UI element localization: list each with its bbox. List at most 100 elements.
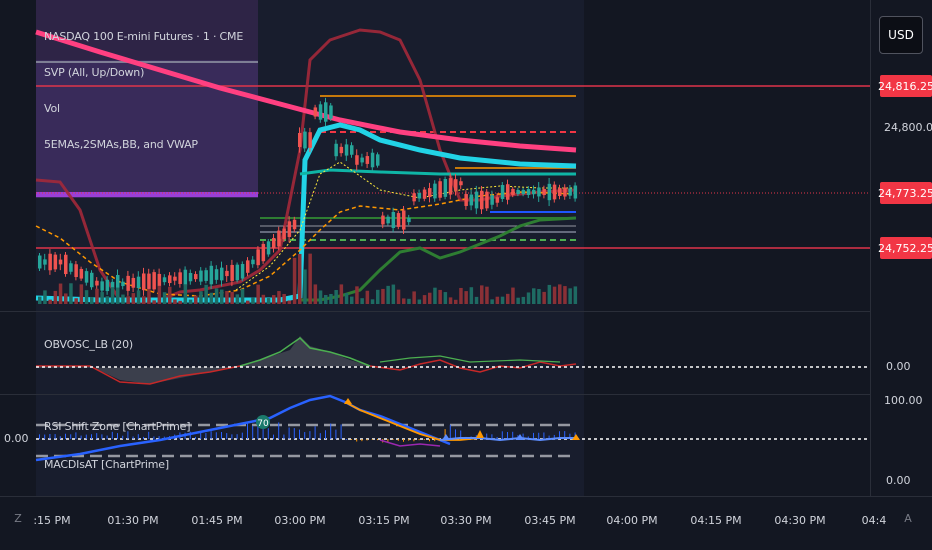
- volume-bar: [266, 298, 271, 304]
- candle-body: [370, 152, 375, 168]
- candle-body: [168, 275, 172, 284]
- candle-body: [396, 213, 401, 227]
- volume-bar: [121, 294, 125, 304]
- candle-body: [43, 259, 47, 265]
- price-tag-24752: 24,752.25: [878, 237, 932, 259]
- candle-body: [568, 188, 572, 196]
- volume-bar: [105, 296, 110, 304]
- price-tag-24773: 24,773.25: [878, 182, 932, 204]
- currency-button[interactable]: USD: [879, 16, 923, 54]
- candle-body: [53, 254, 58, 270]
- volume-bar: [251, 297, 255, 304]
- volume-bar: [84, 290, 89, 304]
- volume-bar: [381, 288, 385, 304]
- candle-body: [261, 243, 266, 262]
- time-axis[interactable]: [0, 496, 932, 550]
- volume-bar: [48, 299, 52, 304]
- zoom-button[interactable]: Z: [14, 512, 22, 525]
- candle-body: [69, 263, 73, 272]
- volume-bars: [38, 253, 578, 304]
- candle-body: [542, 188, 546, 196]
- candle-body: [532, 189, 536, 195]
- time-label: 03:15 PM: [358, 514, 410, 527]
- volume-bar: [162, 292, 167, 304]
- candle-body: [214, 269, 219, 280]
- volume-bar: [225, 291, 229, 304]
- volume-bar: [199, 291, 203, 304]
- candles: [38, 97, 578, 300]
- legend-vol[interactable]: Vol: [44, 102, 60, 115]
- candle-body: [100, 281, 104, 291]
- volume-bar: [136, 290, 141, 304]
- chart-canvas[interactable]: 70: [0, 0, 870, 496]
- volume-bar: [464, 291, 468, 304]
- candle-body: [355, 155, 359, 165]
- price-axis[interactable]: [870, 0, 932, 496]
- legend-emas[interactable]: 5EMAs,2SMAs,BB, and VWAP: [44, 138, 198, 151]
- volume-bar: [43, 290, 47, 304]
- candle-body: [199, 270, 203, 282]
- candle-body: [547, 183, 552, 201]
- candle-body: [272, 237, 276, 249]
- candle-body: [178, 272, 182, 284]
- candle-body: [339, 146, 344, 154]
- candle-body: [204, 270, 208, 281]
- rsi-badge-text: 70: [257, 419, 269, 429]
- candle-body: [521, 189, 526, 195]
- volume-bar: [428, 292, 432, 304]
- obv-zero-label: 0.00: [886, 360, 911, 373]
- volume-bar: [448, 297, 453, 304]
- candle-body: [298, 132, 302, 148]
- candle-body: [526, 189, 531, 195]
- volume-bar: [417, 299, 422, 304]
- volume-bar: [558, 284, 562, 304]
- volume-bar: [110, 287, 115, 304]
- candle-body: [121, 281, 125, 287]
- candle-body: [428, 188, 432, 198]
- volume-bar: [443, 292, 448, 304]
- candle-body: [402, 210, 406, 230]
- volume-bar: [261, 294, 266, 304]
- candle-body: [552, 184, 557, 200]
- legend-obv[interactable]: OBVOSC_LB (20): [44, 338, 133, 351]
- volume-bar: [214, 288, 219, 304]
- volume-bar: [542, 291, 546, 304]
- candle-body: [209, 265, 214, 285]
- volume-bar: [355, 286, 359, 304]
- legend-rsi[interactable]: RSI Shift Zone [ChartPrime]: [44, 420, 191, 433]
- volume-bar: [142, 296, 146, 304]
- volume-bar: [313, 284, 318, 304]
- volume-bar: [474, 296, 479, 304]
- symbol-title[interactable]: NASDAQ 100 E-mini Futures · 1 · CME: [44, 30, 244, 43]
- candle-body: [152, 272, 156, 290]
- candle-body: [313, 107, 318, 117]
- volume-bar: [188, 299, 193, 304]
- candle-body: [147, 273, 151, 289]
- volume-bar: [292, 257, 297, 304]
- volume-bar: [152, 300, 156, 304]
- auto-scale-button[interactable]: A: [904, 512, 912, 525]
- candle-body: [443, 178, 448, 197]
- time-label: 01:45 PM: [191, 514, 243, 527]
- volume-bar: [339, 284, 344, 304]
- candle-body: [318, 104, 323, 120]
- volume-bar: [480, 285, 484, 304]
- candle-body: [448, 178, 453, 195]
- volume-bar: [526, 292, 531, 304]
- candle-body: [516, 189, 520, 195]
- candle-body: [136, 276, 141, 288]
- price-label-24800: 24,800.00: [884, 121, 932, 134]
- candle-body: [506, 184, 510, 200]
- candle-body: [308, 132, 312, 148]
- volume-bar: [500, 296, 505, 304]
- volume-bar: [490, 299, 494, 304]
- volume-bar: [256, 284, 260, 304]
- ema-cyan: [35, 122, 577, 303]
- volume-bar: [230, 291, 234, 304]
- volume-bar: [396, 289, 401, 304]
- bollinger-lower: [300, 216, 577, 302]
- legend-macd[interactable]: MACDIsAT [ChartPrime]: [44, 458, 169, 471]
- volume-bar: [53, 290, 58, 304]
- legend-svp[interactable]: SVP (All, Up/Down): [44, 66, 145, 79]
- volume-bar: [287, 300, 292, 304]
